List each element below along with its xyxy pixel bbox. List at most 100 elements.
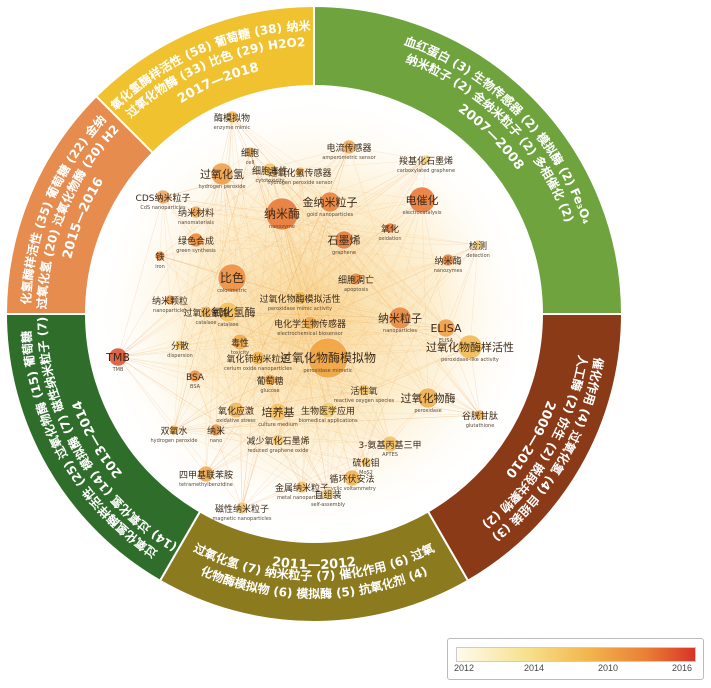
node-label-zh: 过氧化物酶 (401, 391, 456, 405)
node-label-en: hydrogen peroxide (198, 184, 245, 190)
node-bubble (174, 339, 186, 351)
node-bubble (360, 456, 372, 468)
node-label-zh: 细胞凋亡 (338, 274, 374, 286)
node-label-en: cytotoxicity (256, 178, 285, 184)
node-label-en: catalase (196, 320, 217, 326)
node-label-en: glucose (260, 388, 279, 394)
node-label-zh: 铁 (155, 251, 164, 263)
keyword-network: 纳米酶 nanozyme 过氧化物酶模拟物 peroxidase mimetic 比色 c… (105, 110, 514, 522)
node-label-en: cyclic voltammetry (328, 486, 376, 492)
node-label-zh: 比色 (220, 271, 244, 285)
node-label-zh: 羧基化石墨烯 (399, 155, 453, 167)
node-bubble (319, 191, 341, 213)
node-bubble (108, 347, 128, 367)
node-label-en: dispersion (167, 353, 193, 359)
node-label-en: peroxidase mimic activity (268, 306, 332, 312)
node-label-zh: 电流传感器 (326, 142, 371, 154)
node-bubble (197, 465, 215, 483)
node-label-en: toxicity (231, 350, 249, 356)
node-label-zh: 电催化 (406, 193, 439, 207)
node-bubble (268, 402, 288, 422)
node-label-zh: 葡萄糖 (256, 375, 283, 387)
node-label-zh: CDS纳米粒子 (136, 192, 191, 204)
node-bubble (420, 154, 432, 166)
node-bubble (244, 146, 256, 158)
node-label-zh: 减少氧化石墨烯 (246, 435, 309, 447)
legend-tick: 2014 (524, 663, 545, 673)
node-label-zh: 循环伏安法 (329, 473, 374, 485)
node-label-en: BSA (190, 384, 201, 390)
node-label-en: nano (210, 438, 222, 444)
node-label-en: nanozyme (269, 224, 295, 230)
node-label-zh: 3-氨基丙基三甲 (359, 439, 422, 451)
node-label-en: tetramethylbenzidine (179, 482, 233, 488)
node-bubble (474, 409, 486, 421)
node-bubble (168, 424, 180, 436)
node-bubble (231, 333, 249, 351)
node-bubble (189, 205, 203, 219)
node-bubble (199, 305, 213, 319)
node-bubble (436, 318, 456, 338)
node-label-zh: 酶模拟物 (214, 112, 250, 124)
node-label-zh: 培养基 (262, 405, 295, 419)
node-label-en: metal nanoparticles (277, 495, 327, 501)
node-label-en: peroxidase-like activity (441, 357, 499, 363)
node-bubble (441, 253, 455, 267)
node-label-en: carboxylated graphene (397, 168, 455, 174)
node-bubble (209, 423, 223, 437)
node-label-en: nanozymes (434, 268, 463, 274)
node-label-zh: 分散 (171, 340, 189, 352)
node-bubble (388, 306, 412, 330)
node-label-en: oxidation (378, 236, 401, 242)
node-label-en: catalase (218, 322, 239, 328)
node-label-en: nanoparticles (153, 308, 187, 314)
node-label-zh: 绿色合成 (178, 235, 214, 247)
node-label-zh: 硫化钼 (352, 457, 379, 469)
node-bubble (302, 315, 318, 331)
node-label-zh: BSA (186, 373, 205, 383)
node-bubble (357, 383, 371, 397)
node-bubble (154, 250, 166, 262)
network-background-glow (90, 90, 538, 538)
node-bubble (321, 487, 335, 501)
node-label-zh: 电化学生物传感器 (274, 318, 346, 330)
node-label-en: MoS2 (359, 470, 373, 476)
sector-period-label: 2011—2012 (271, 555, 357, 573)
node-label-zh: 过氧化氢酶 (201, 305, 256, 319)
node-label-zh: ELISA (430, 322, 462, 335)
keyword-node: 石墨烯 graphene (328, 230, 361, 256)
node-label-zh: 生物医学应用 (301, 405, 355, 417)
node-bubble (217, 301, 239, 323)
node-bubble (155, 189, 171, 205)
keyword-node: 金纳米粒子 gold nanoparticles (303, 191, 358, 218)
legend-tick: 2010 (598, 663, 619, 673)
keyword-node: 过氧化物酶模拟物 peroxidase mimetic (280, 337, 376, 379)
keyword-node: 过氧化物酶样活性 peroxidase-like activity (426, 334, 514, 363)
node-label-en: glutathione (466, 423, 495, 429)
keyword-node: 过氧化氢 hydrogen peroxide (198, 162, 246, 190)
node-label-en: culture medium (258, 422, 298, 428)
legend-tick: 2016 (672, 663, 693, 673)
node-label-zh: 纳米酶 (264, 206, 300, 221)
node-bubble (295, 480, 309, 494)
